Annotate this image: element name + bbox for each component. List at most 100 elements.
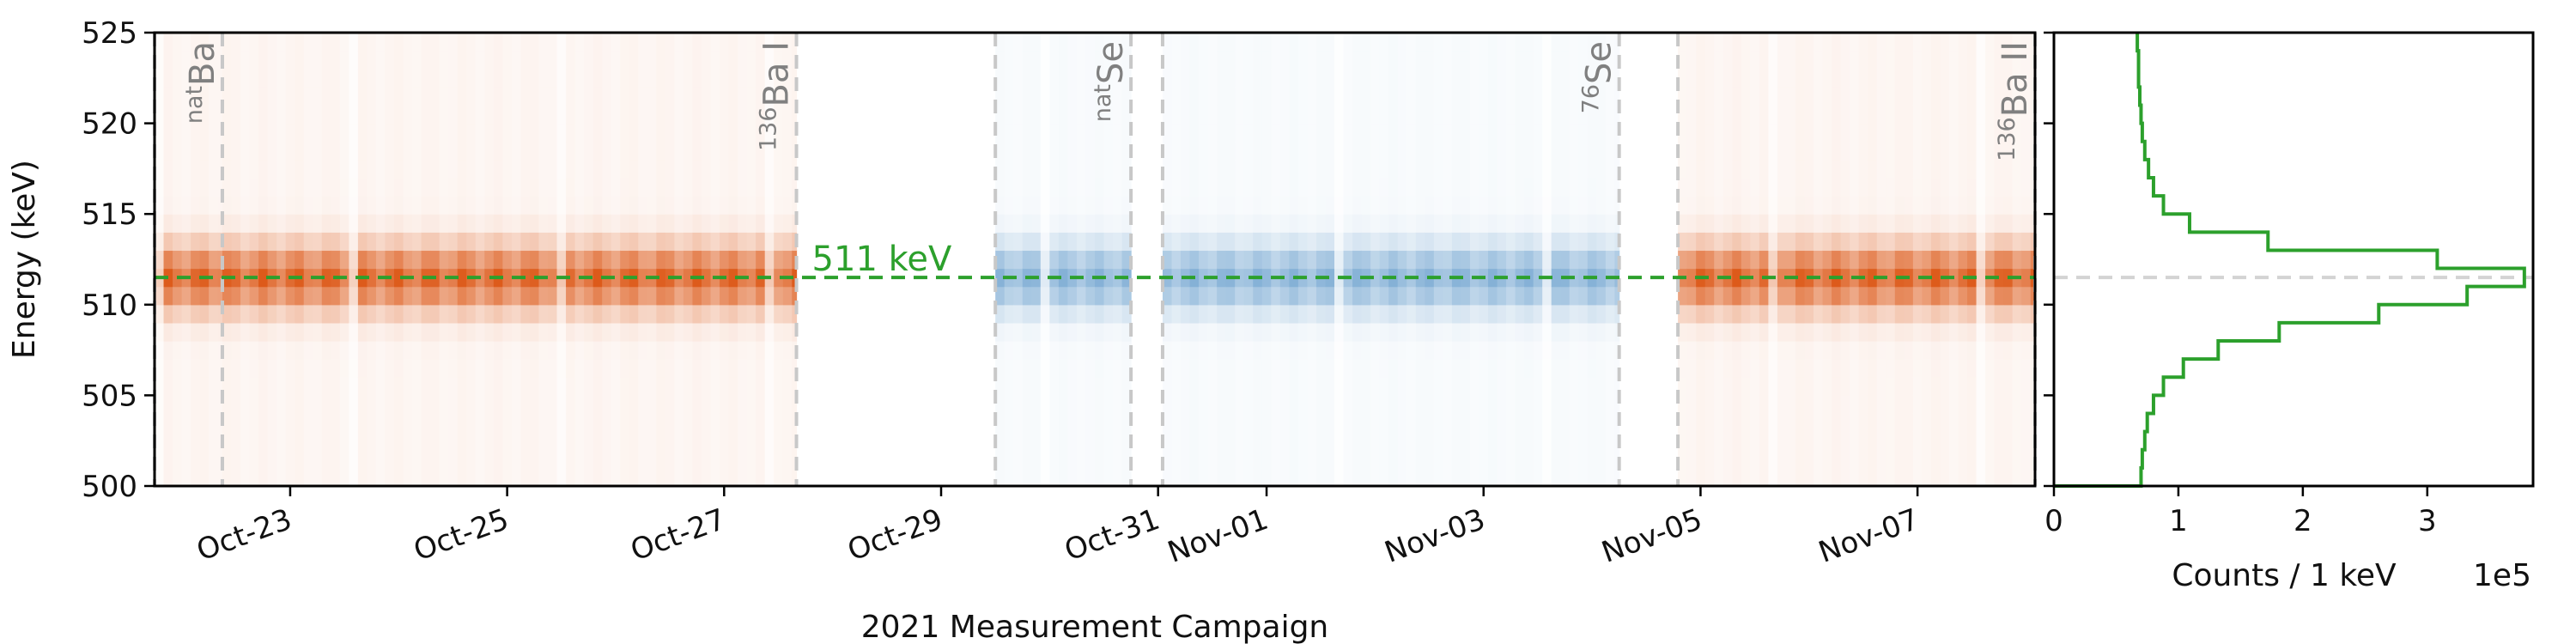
heatmap-cell [339,159,349,179]
heatmap-cell [1868,395,1878,415]
heatmap-cell [191,449,201,469]
heatmap-cell [746,87,756,106]
heatmap-cell [2003,431,2014,451]
heatmap-cell [240,286,251,306]
heatmap-cell [556,232,567,252]
heatmap-cell [1930,141,1941,161]
heatmap-cell [1741,467,1751,486]
heatmap-cell [375,322,386,342]
heatmap-cell [475,214,485,233]
heatmap-cell [1040,123,1050,143]
heatmap-cell [1704,214,1715,233]
heatmap-cell [403,413,413,433]
heatmap-cell [1289,250,1299,270]
heatmap-cell [173,33,183,52]
heatmap-cell [1461,196,1471,215]
heatmap-cell [629,232,639,252]
heatmap-cell [394,413,404,433]
heatmap-cell [1714,359,1724,378]
heatmap-cell [1714,105,1724,125]
heatmap-cell [1479,159,1489,179]
heatmap-cell [173,159,183,179]
heatmap-cell [756,232,766,252]
heatmap-cell [1678,286,1688,306]
heatmap-cell [548,87,558,106]
heatmap-cell [792,123,798,143]
heatmap-cell [629,467,639,486]
heatmap-cell [1894,377,1905,396]
heatmap-cell [349,105,359,125]
heatmap-cell [1912,250,1923,270]
heatmap-cell [276,51,287,70]
heatmap-cell [1876,33,1886,52]
heatmap-cell [191,141,201,161]
heatmap-cell [1397,196,1407,215]
heatmap-cell [1587,105,1597,125]
heatmap-cell [1443,69,1453,88]
heatmap-cell [674,395,684,415]
heatmap-cell [1704,232,1715,252]
heatmap-cell [1795,33,1806,52]
heatmap-cell [1850,304,1860,324]
heatmap-cell [1261,286,1272,306]
heatmap-cell [375,159,386,179]
heatmap-cell [611,69,621,88]
heatmap-cell [995,159,1005,179]
heatmap-cell [1967,395,1978,415]
heatmap-cell [1289,377,1299,396]
heatmap-cell [1271,214,1281,233]
heatmap-cell [1361,431,1371,451]
heatmap-cell [439,196,449,215]
heatmap-cell [764,159,775,179]
heatmap-cell [1289,395,1299,415]
heatmap-cell [1361,87,1371,106]
heatmap-cell [1243,286,1254,306]
heatmap-cell [1515,286,1525,306]
heatmap-cell [1596,250,1607,270]
heatmap-cell [592,159,603,179]
heatmap-cell [756,304,766,324]
heatmap-cell [520,467,531,486]
heatmap-cell [1569,69,1579,88]
heatmap-cell [1370,268,1381,288]
heatmap-cell [1451,69,1462,88]
heatmap-cell [756,196,766,215]
heatmap-cell [1067,286,1078,306]
heatmap-cell [520,341,531,360]
heatmap-cell [1876,286,1886,306]
heatmap-cell [258,123,269,143]
heatmap-cell [774,141,784,161]
heatmap-cell [520,250,531,270]
heatmap-cell [367,33,377,52]
heatmap-cell [421,359,431,378]
heatmap-cell [1732,395,1742,415]
heatmap-cell [683,359,694,378]
heatmap-cell [1714,377,1724,396]
heatmap-cell [529,123,540,143]
heatmap-cell [1325,33,1335,52]
heatmap-cell [2003,33,2014,52]
heatmap-cell [1343,322,1353,342]
heatmap-cell [155,449,165,469]
heatmap-cell [1199,177,1209,197]
heatmap-cell [529,431,540,451]
heatmap-cell [566,341,576,360]
heatmap-cell [222,69,233,88]
heatmap-cell [1013,268,1024,288]
heatmap-cell [222,214,233,233]
heatmap-cell [620,286,630,306]
heatmap-cell [1976,467,1986,486]
heatmap-cell [1777,268,1788,288]
heatmap-cell [2030,69,2035,88]
heatmap-cell [1121,395,1132,415]
heatmap-cell [2012,322,2022,342]
heatmap-cell [1325,304,1335,324]
heatmap-cell [2021,33,2032,52]
heatmap-cell [1271,304,1281,324]
heatmap-cell [782,395,793,415]
heatmap-cell [774,359,784,378]
heatmap-cell [1940,33,1950,52]
heatmap-cell [357,322,368,342]
heatmap-cell [1076,359,1087,378]
heatmap-cell [1243,250,1254,270]
